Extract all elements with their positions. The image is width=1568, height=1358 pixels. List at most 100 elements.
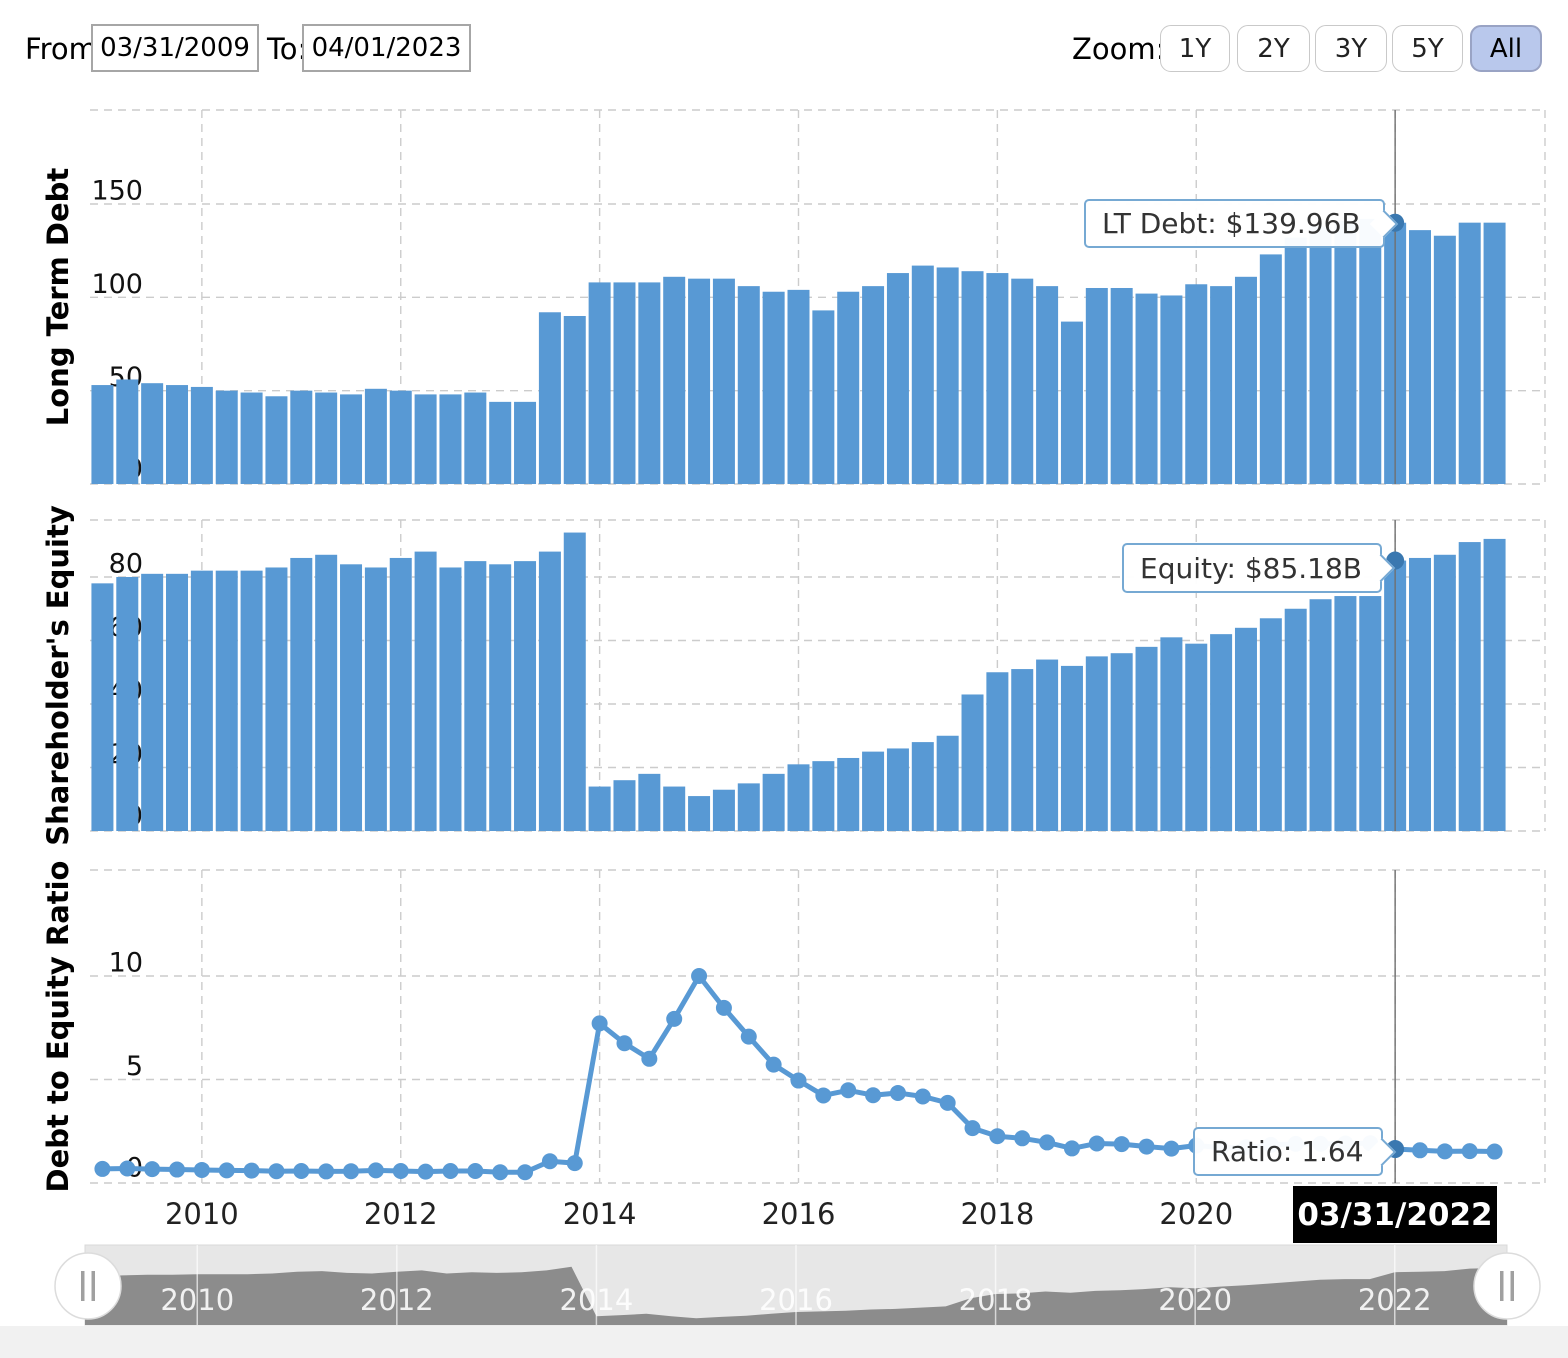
ratio-point[interactable] [1163,1140,1180,1157]
ratio-point[interactable] [914,1088,931,1105]
ratio-point[interactable] [1039,1134,1056,1151]
bar[interactable] [389,390,412,484]
bar[interactable] [190,570,213,831]
ratio-point[interactable] [1113,1136,1130,1153]
ratio-point[interactable] [293,1162,310,1179]
ratio-point[interactable] [1461,1143,1478,1160]
ratio-point[interactable] [790,1072,807,1089]
bar[interactable] [1110,653,1133,831]
bar[interactable] [240,392,263,484]
bar[interactable] [1483,222,1506,485]
bar[interactable] [613,282,636,484]
bar[interactable] [638,282,661,484]
bar[interactable] [1060,321,1083,484]
bar[interactable] [439,567,462,831]
bar[interactable] [911,742,934,831]
ratio-point[interactable] [666,1010,683,1027]
bar[interactable] [1359,596,1382,831]
bar[interactable] [166,573,189,831]
bar[interactable] [1036,659,1059,831]
ratio-point[interactable] [367,1162,384,1179]
bar[interactable] [1135,293,1158,484]
bar[interactable] [762,773,785,831]
bar[interactable] [1284,608,1307,831]
bar[interactable] [1309,599,1332,831]
to-date-input[interactable] [302,24,471,72]
bar[interactable] [538,312,561,484]
ratio-point[interactable] [467,1162,484,1179]
bar[interactable] [737,286,760,484]
bar[interactable] [688,796,711,831]
bar[interactable] [1085,656,1108,831]
zoom-button-all[interactable]: All [1470,25,1542,72]
bar[interactable] [787,289,810,484]
ratio-point[interactable] [119,1160,136,1177]
bar[interactable] [588,786,611,831]
bar[interactable] [862,751,885,831]
bar[interactable] [439,394,462,484]
bar[interactable] [1309,226,1332,485]
ratio-point[interactable] [840,1082,857,1099]
bar[interactable] [1011,669,1034,831]
bar[interactable] [141,383,164,484]
ratio-point[interactable] [392,1162,409,1179]
ratio-point[interactable] [989,1128,1006,1145]
bar[interactable] [389,557,412,831]
bar[interactable] [414,551,437,831]
bar[interactable] [1259,254,1282,484]
bar[interactable] [1210,286,1233,484]
bar[interactable] [91,583,114,831]
bar[interactable] [1408,557,1431,831]
ratio-point[interactable] [193,1161,210,1178]
bar[interactable] [1135,646,1158,831]
bar[interactable] [364,388,387,484]
bar[interactable] [489,401,512,484]
bar[interactable] [588,282,611,484]
bar[interactable] [1433,554,1456,831]
ratio-point[interactable] [1014,1130,1031,1147]
ratio-point[interactable] [1436,1143,1453,1160]
zoom-button-1y[interactable]: 1Y [1160,25,1230,72]
bar[interactable] [1334,596,1357,831]
ratio-point[interactable] [343,1163,360,1180]
bar[interactable] [141,573,164,831]
ratio-point[interactable] [591,1015,608,1032]
ratio-point[interactable] [1138,1138,1155,1155]
bar[interactable] [1036,286,1059,484]
bar[interactable] [886,748,909,831]
ratio-point[interactable] [865,1087,882,1104]
bar[interactable] [1085,287,1108,484]
bar[interactable] [489,564,512,831]
ratio-point[interactable] [964,1120,981,1137]
bar[interactable] [1458,222,1481,485]
ratio-point[interactable] [517,1164,534,1181]
bar[interactable] [1359,218,1382,485]
bar[interactable] [116,379,139,484]
bar[interactable] [514,561,537,831]
bar[interactable] [315,554,338,831]
bar[interactable] [364,567,387,831]
bar[interactable] [290,390,313,484]
bar[interactable] [1185,284,1208,484]
ratio-point[interactable] [541,1153,558,1170]
bar[interactable] [414,394,437,484]
bar[interactable] [911,265,934,484]
bar[interactable] [1234,276,1257,484]
zoom-button-5y[interactable]: 5Y [1392,25,1463,72]
bar[interactable] [265,567,288,831]
bar[interactable] [787,764,810,831]
bar[interactable] [1433,235,1456,484]
ratio-point[interactable] [889,1084,906,1101]
ratio-point[interactable] [492,1164,509,1181]
ratio-point[interactable] [417,1163,434,1180]
bar[interactable] [1185,643,1208,831]
ratio-point[interactable] [94,1160,111,1177]
ratio-point[interactable] [939,1094,956,1111]
bar[interactable] [762,291,785,484]
ratio-point[interactable] [715,999,732,1016]
ratio-point[interactable] [243,1162,260,1179]
bar[interactable] [1060,665,1083,831]
bar[interactable] [1110,287,1133,484]
ratio-point[interactable] [1411,1142,1428,1159]
from-date-input[interactable] [91,24,259,72]
